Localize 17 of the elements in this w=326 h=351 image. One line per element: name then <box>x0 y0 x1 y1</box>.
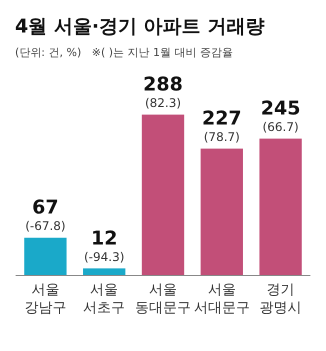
data-label: 288 (82.3) <box>143 74 183 110</box>
data-label: 12 (-94.3) <box>84 227 124 264</box>
bar <box>83 268 126 275</box>
x-tick-label: 서울 강남구 <box>24 282 66 316</box>
data-label: 67 (-67.8) <box>25 196 66 234</box>
x-tick-label: 서울 동대문구 <box>135 282 191 316</box>
x-tick-label: 경기 광명시 <box>260 282 302 316</box>
x-tick-label: 서울 서초구 <box>83 282 126 316</box>
bar <box>142 114 184 275</box>
bar <box>200 148 243 275</box>
bar <box>259 138 302 275</box>
bar <box>24 238 67 275</box>
x-tick-label: 서울 서대문구 <box>194 282 250 316</box>
chart-subtitle: (단위: 건, %) ※( )는 지난 1월 대비 증감율 <box>15 46 234 59</box>
chart-title: 4월 서울·경기 아파트 거래량 <box>15 16 264 38</box>
data-label: 227 (78.7) <box>202 108 242 144</box>
data-label: 245 (66.7) <box>260 98 300 134</box>
